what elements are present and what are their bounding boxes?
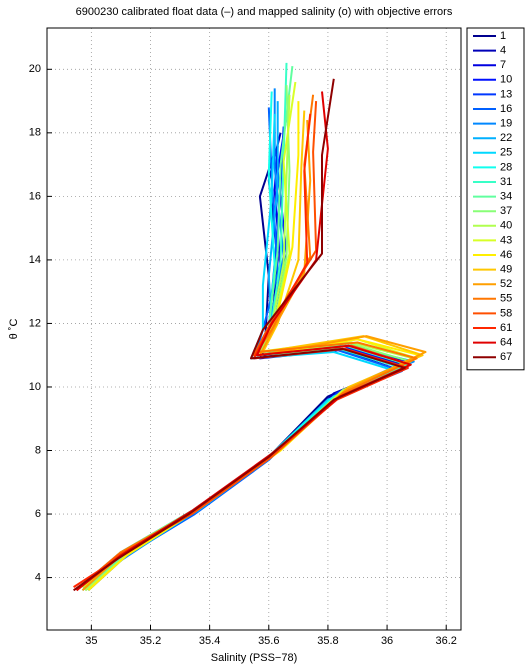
series-line [75, 91, 412, 592]
y-tick-label: 18 [29, 127, 41, 139]
legend-label: 49 [500, 264, 512, 276]
x-tick-label: 35.6 [258, 635, 279, 647]
legend-label: 64 [500, 337, 512, 349]
legend-label: 52 [500, 278, 512, 290]
y-tick-label: 10 [29, 381, 41, 393]
x-tick-label: 35 [85, 635, 97, 647]
legend-label: 37 [500, 205, 512, 217]
series-line [73, 78, 406, 592]
plot-frame [46, 27, 462, 631]
y-tick-label: 4 [35, 571, 41, 583]
legend-label: 25 [500, 147, 512, 159]
x-tick-label: 36 [381, 635, 393, 647]
y-tick-label: 14 [29, 254, 41, 266]
legend-label: 4 [500, 45, 506, 57]
legend-label: 7 [500, 59, 506, 71]
legend-label: 19 [500, 118, 512, 130]
legend-label: 31 [500, 176, 512, 188]
legend-label: 22 [500, 132, 512, 144]
y-tick-label: 12 [29, 317, 41, 329]
chart-title: 6900230 calibrated float data (–) and ma… [76, 6, 453, 18]
legend-label: 28 [500, 161, 512, 173]
y-tick-label: 6 [35, 508, 41, 520]
x-tick-label: 35.4 [199, 635, 220, 647]
legend-label: 43 [500, 234, 512, 246]
legend-label: 40 [500, 220, 512, 232]
y-tick-label: 16 [29, 190, 41, 202]
legend-label: 58 [500, 307, 512, 319]
x-axis-label: Salinity (PSS−78) [211, 652, 298, 664]
legend-label: 34 [500, 191, 512, 203]
x-tick-label: 36.2 [436, 635, 457, 647]
legend-label: 46 [500, 249, 512, 261]
legend-label: 61 [500, 322, 512, 334]
y-axis-label: θ ˚C [8, 319, 20, 340]
legend-label: 55 [500, 293, 512, 305]
y-tick-label: 8 [35, 444, 41, 456]
legend-label: 10 [500, 74, 512, 86]
legend-label: 1 [500, 30, 506, 42]
y-tick-label: 20 [29, 63, 41, 75]
legend-label: 13 [500, 88, 512, 100]
legend-label: 16 [500, 103, 512, 115]
legend-label: 67 [500, 351, 512, 363]
x-tick-label: 35.2 [140, 635, 161, 647]
x-tick-label: 35.8 [317, 635, 338, 647]
